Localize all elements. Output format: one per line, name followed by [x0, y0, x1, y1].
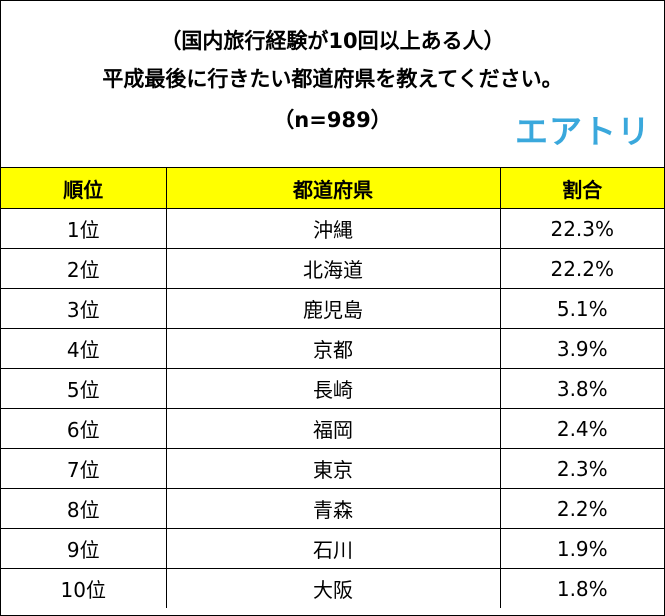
rank-cell: 5位 — [1, 368, 167, 409]
share-cell: 22.3% — [499, 208, 664, 249]
rank-cell: 7位 — [1, 448, 167, 489]
prefecture-cell: 京都 — [165, 328, 501, 369]
table-row: 4位 京都 3.9% — [1, 328, 664, 369]
table-row: 8位 青森 2.2% — [1, 488, 664, 529]
rank-cell: 9位 — [1, 528, 167, 569]
rank-cell: 6位 — [1, 408, 167, 449]
rank-cell: 10位 — [1, 568, 167, 608]
share-cell: 2.4% — [499, 408, 664, 449]
table-row: 2位 北海道 22.2% — [1, 248, 664, 289]
title-area: （国内旅行経験が10回以上ある人） 平成最後に行きたい都道府県を教えてください。… — [1, 1, 664, 167]
title-line-1: （国内旅行経験が10回以上ある人） — [160, 29, 505, 53]
share-cell: 1.9% — [499, 528, 664, 569]
table-row: 3位 鹿児島 5.1% — [1, 288, 664, 329]
column-header-share: 割合 — [499, 167, 664, 209]
table-row: 1位 沖縄 22.3% — [1, 208, 664, 249]
prefecture-cell: 大阪 — [165, 568, 501, 608]
title-line-2: 平成最後に行きたい都道府県を教えてください。 — [102, 67, 563, 91]
rank-cell: 8位 — [1, 488, 167, 529]
share-cell: 22.2% — [499, 248, 664, 289]
rank-cell: 2位 — [1, 248, 167, 289]
column-header-prefecture: 都道府県 — [165, 167, 501, 209]
rank-cell: 4位 — [1, 328, 167, 369]
prefecture-cell: 福岡 — [165, 408, 501, 449]
share-cell: 1.8% — [499, 568, 664, 608]
table-row: 9位 石川 1.9% — [1, 528, 664, 569]
rank-cell: 1位 — [1, 208, 167, 249]
table-row: 7位 東京 2.3% — [1, 448, 664, 489]
share-cell: 3.8% — [499, 368, 664, 409]
share-cell: 2.2% — [499, 488, 664, 529]
rank-cell: 3位 — [1, 288, 167, 329]
prefecture-cell: 青森 — [165, 488, 501, 529]
share-cell: 2.3% — [499, 448, 664, 489]
share-cell: 3.9% — [499, 328, 664, 369]
share-cell: 5.1% — [499, 288, 664, 329]
prefecture-cell: 北海道 — [165, 248, 501, 289]
table-header-row: 順位 都道府県 割合 — [1, 167, 664, 209]
table-row: 6位 福岡 2.4% — [1, 408, 664, 449]
table-body: 1位 沖縄 22.3% 2位 北海道 22.2% 3位 鹿児島 5.1% 4位 京都 3.9% 5位 長崎… — [1, 208, 664, 608]
prefecture-cell: 東京 — [165, 448, 501, 489]
prefecture-cell: 鹿児島 — [165, 288, 501, 329]
table-row: 5位 長崎 3.8% — [1, 368, 664, 409]
ranking-table: 順位 都道府県 割合 1位 沖縄 22.3% 2位 北海道 22.2% 3位 鹿児島 5.1% 4… — [1, 167, 664, 608]
brand-logo: エアトリ — [515, 112, 651, 151]
table-row: 10位 大阪 1.8% — [1, 568, 664, 608]
prefecture-cell: 石川 — [165, 528, 501, 569]
sample-size: （n=989） — [273, 108, 392, 132]
prefecture-cell: 沖縄 — [165, 208, 501, 249]
column-header-rank: 順位 — [1, 167, 167, 209]
prefecture-cell: 長崎 — [165, 368, 501, 409]
